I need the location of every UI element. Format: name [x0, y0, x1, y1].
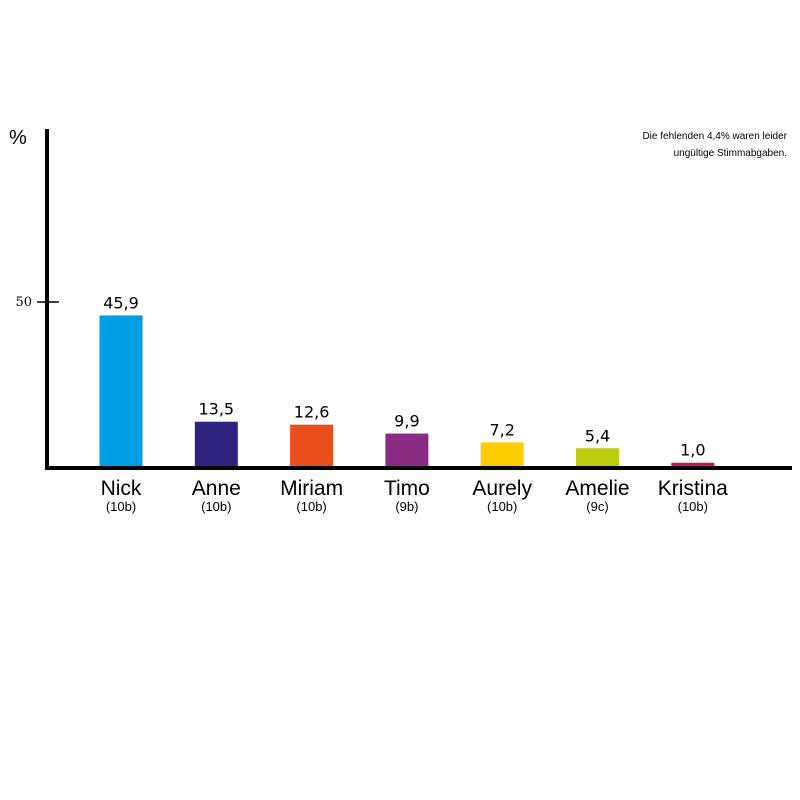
bars: 45,9Nick(10b)13,5Anne(10b)12,6Miriam(10b… [99, 293, 728, 514]
category-label: Aurely [472, 477, 532, 500]
category-class-label: (10b) [201, 499, 231, 514]
category-label: Amelie [565, 477, 629, 500]
bar-nick [99, 315, 143, 466]
category-label: Anne [192, 477, 241, 500]
y-axis-label: % [9, 127, 27, 149]
bar-value-label: 9,9 [394, 412, 419, 431]
category-label: Kristina [658, 477, 728, 500]
category-class-label: (10b) [487, 499, 517, 514]
category-class-label: (10b) [678, 499, 708, 514]
note-line-1: Die fehlenden 4,4% waren leider [642, 131, 787, 142]
category-class-label: (10b) [106, 499, 136, 514]
note-line-2: ungültige Stimmabgaben. [674, 148, 787, 159]
bar-miriam [290, 424, 334, 466]
category-class-label: (9c) [586, 499, 608, 514]
bar-value-label: 7,2 [489, 420, 514, 439]
category-class-label: (10b) [296, 499, 326, 514]
bar-aurely [480, 442, 524, 466]
bar-anne [194, 421, 238, 466]
category-label: Nick [101, 477, 142, 500]
y-tick-label: 50 [15, 295, 32, 310]
bar-value-label: 12,6 [294, 403, 330, 422]
y-ticks: 50 [15, 295, 59, 310]
bar-kristina [671, 462, 715, 466]
bar-value-label: 13,5 [198, 400, 234, 419]
bar-value-label: 45,9 [103, 293, 139, 312]
category-label: Miriam [280, 477, 343, 500]
bar-value-label: 5,4 [585, 426, 610, 445]
category-label: Timo [384, 477, 430, 500]
category-class-label: (9b) [395, 499, 418, 514]
bar-amelie [576, 448, 619, 466]
bar-timo [385, 433, 429, 466]
bar-value-label: 1,0 [680, 441, 705, 460]
